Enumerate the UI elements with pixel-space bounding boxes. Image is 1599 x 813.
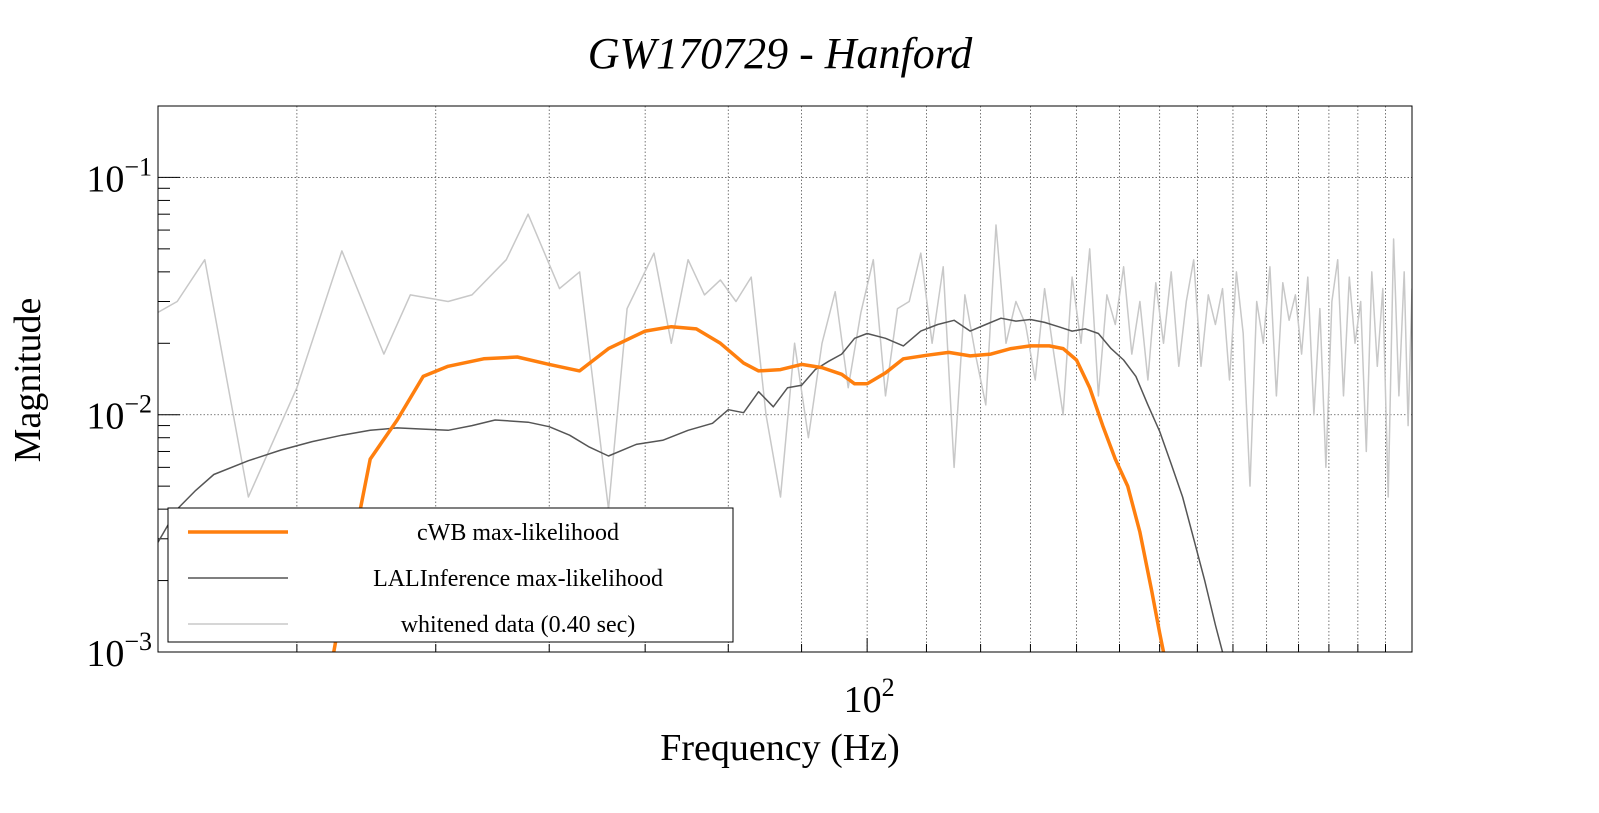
legend: cWB max-likelihood LALInference max-likel… bbox=[167, 507, 734, 643]
legend-label: cWB max-likelihood bbox=[417, 520, 619, 546]
y-tick-label: 10−2 bbox=[86, 390, 152, 438]
x-tick-label: 102 bbox=[844, 673, 895, 721]
plot-frame bbox=[157, 105, 1413, 653]
y-tick-label: 10−1 bbox=[86, 152, 152, 200]
y-tick-label: 10−3 bbox=[86, 627, 152, 675]
y-tick-labels: 10−1 10−2 10−3 bbox=[86, 152, 152, 675]
series-line bbox=[331, 324, 1166, 652]
series-line bbox=[158, 317, 1224, 652]
legend-label: LALInference max-likelihood bbox=[373, 566, 663, 592]
chart-title: GW170729 - Hanford bbox=[588, 29, 974, 78]
series-line bbox=[158, 213, 1412, 510]
x-axis-label: Frequency (Hz) bbox=[660, 727, 900, 769]
y-axis-label: Magnitude bbox=[7, 298, 49, 463]
series-layer bbox=[158, 213, 1412, 652]
x-tick-labels: 102 bbox=[844, 673, 895, 721]
legend-label: whitened data (0.40 sec) bbox=[401, 612, 636, 638]
